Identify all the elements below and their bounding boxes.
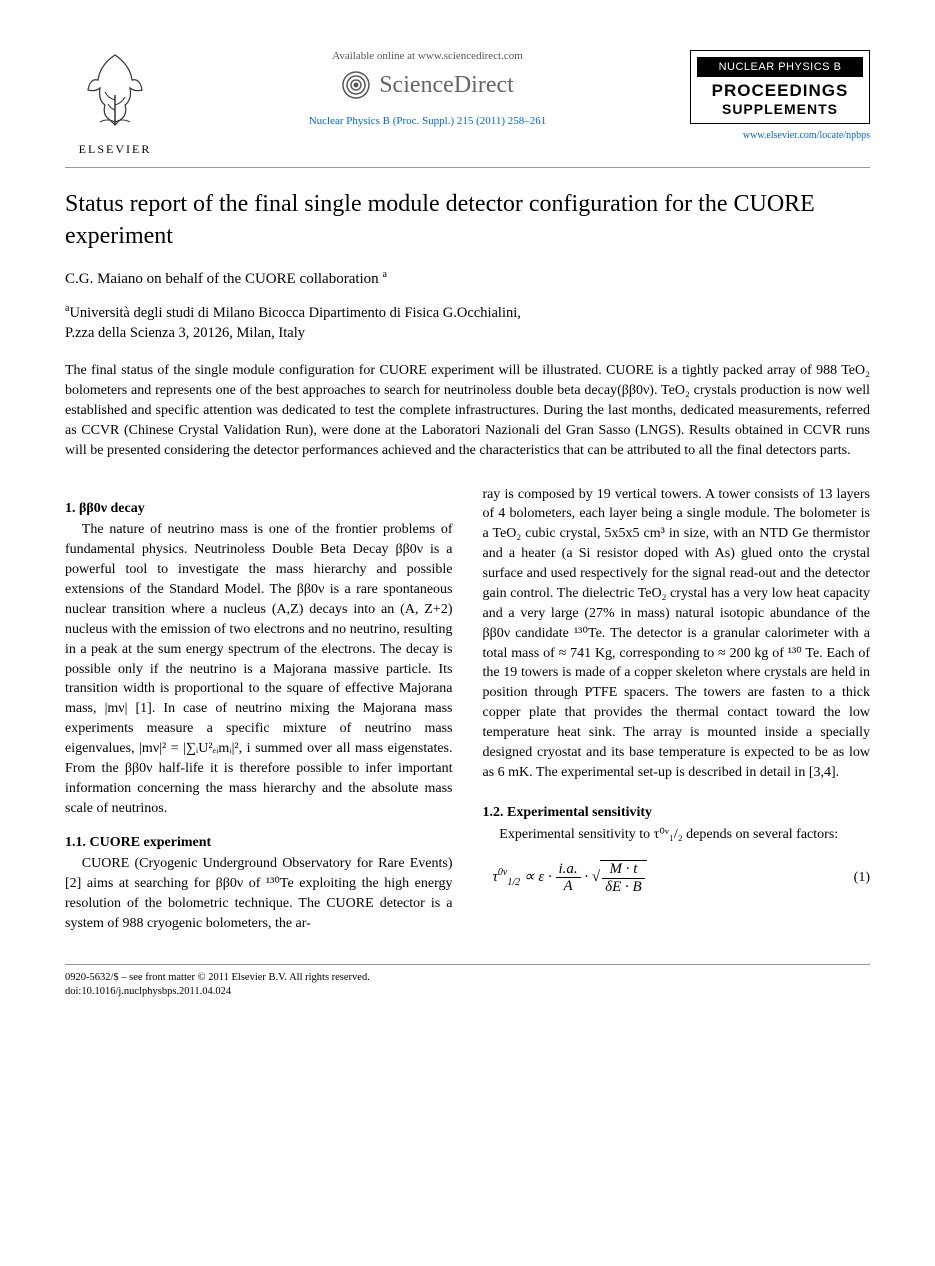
publisher-name: ELSEVIER [65,142,165,157]
page-footer: 0920-5632/$ – see front matter © 2011 El… [65,964,870,998]
page: ELSEVIER Available online at www.science… [0,0,935,1038]
sciencedirect-logo: ScienceDirect [185,70,670,100]
journal-supplements: SUPPLEMENTS [697,101,863,117]
copyright-text: 0920-5632/$ – see front matter © 2011 El… [65,971,870,985]
center-header-block: Available online at www.sciencedirect.co… [165,50,690,127]
available-online-text: Available online at www.sciencedirect.co… [185,50,670,62]
journal-proceedings: PROCEEDINGS [697,81,863,101]
journal-homepage-link[interactable]: www.elsevier.com/locate/npbps [690,130,870,141]
left-column: 1. ββ0ν decay The nature of neutrino mas… [65,485,453,934]
journal-name: NUCLEAR PHYSICS B [697,57,863,77]
section-1-heading: 1. ββ0ν decay [65,499,453,519]
sciencedirect-icon [341,70,371,100]
section-1-2-heading: 1.2. Experimental sensitivity [483,803,871,823]
author-names: C.G. Maiano on behalf of the CUORE colla… [65,271,382,287]
s1-heading-text: 1. ββ0ν decay [65,501,145,516]
article-title: Status report of the final single module… [65,188,870,253]
two-column-body: 1. ββ0ν decay The nature of neutrino mas… [65,485,870,934]
section-1-1-para-cont: ray is composed by 19 vertical towers. A… [483,485,871,783]
elsevier-tree-icon [75,50,155,140]
abstract: The final status of the single module co… [65,361,870,460]
equation-1: τ0ν1/2 ∝ ε · i.a.A · √M · tδE · B (1) [483,860,871,895]
section-1-para: The nature of neutrino mass is one of th… [65,520,453,818]
section-1-2-para: Experimental sensitivity to τ⁰ᵛ₁/₂ depen… [483,825,871,845]
journal-box-block: NUCLEAR PHYSICS B PROCEEDINGS SUPPLEMENT… [690,50,870,141]
journal-header: ELSEVIER Available online at www.science… [65,50,870,157]
affiliation-text: Università degli studi di Milano Bicocca… [65,305,521,341]
right-column: ray is composed by 19 vertical towers. A… [483,485,871,934]
journal-title-box: NUCLEAR PHYSICS B PROCEEDINGS SUPPLEMENT… [690,50,870,124]
equation-1-body: τ0ν1/2 ∝ ε · i.a.A · √M · tδE · B [483,860,647,895]
section-1-1-para: CUORE (Cryogenic Underground Observatory… [65,854,453,934]
author-line: C.G. Maiano on behalf of the CUORE colla… [65,269,870,288]
author-affil-sup: a [382,269,386,280]
doi-text: doi:10.1016/j.nuclphysbps.2011.04.024 [65,985,870,999]
section-1-1-heading: 1.1. CUORE experiment [65,833,453,853]
publisher-block: ELSEVIER [65,50,165,157]
equation-1-number: (1) [854,868,870,888]
header-separator [65,167,870,168]
sciencedirect-text: ScienceDirect [379,72,514,99]
affiliation: aUniversità degli studi di Milano Bicocc… [65,302,870,343]
article-citation[interactable]: Nuclear Physics B (Proc. Suppl.) 215 (20… [185,115,670,127]
